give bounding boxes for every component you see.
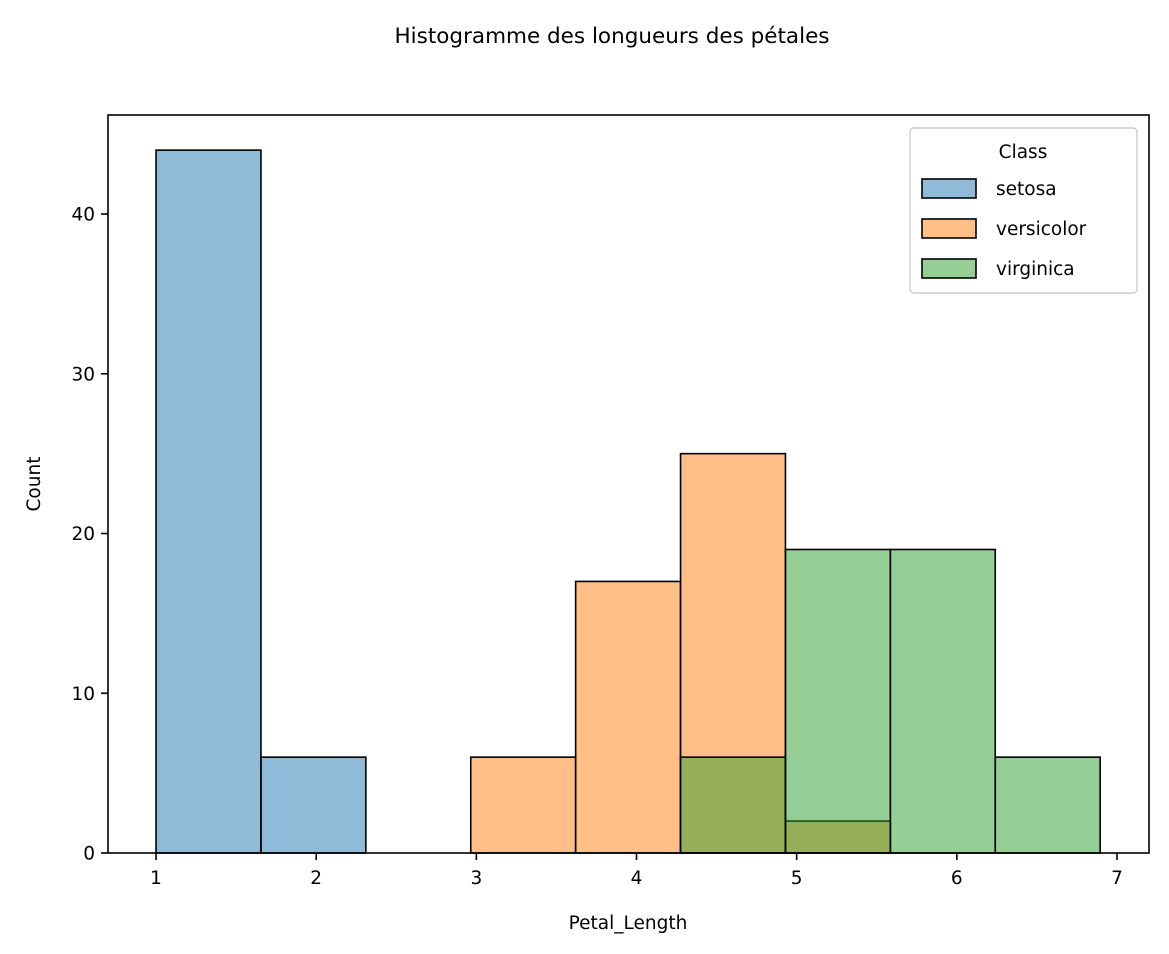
bar-versicolor-3 xyxy=(469,756,577,854)
bar-setosa-1 xyxy=(260,756,367,854)
chart-title: Histogramme des longueurs des pétales xyxy=(395,24,830,49)
bar-virginica-6 xyxy=(784,548,892,854)
legend: Class setosa versicolor virginica xyxy=(909,127,1138,294)
bar-setosa-0 xyxy=(155,149,262,854)
bar-virginica-5 xyxy=(679,756,787,854)
x-tick-label: 5 xyxy=(791,868,803,889)
bar-virginica-8 xyxy=(994,756,1101,854)
x-tick-label: 3 xyxy=(470,868,482,889)
x-axis: 1 2 3 4 5 6 7 xyxy=(150,853,1123,889)
x-tick-label: 4 xyxy=(631,868,643,889)
y-tick-label: 0 xyxy=(83,844,95,865)
legend-box xyxy=(909,127,1138,294)
legend-title: Class xyxy=(999,142,1048,163)
plot-frame xyxy=(107,114,1150,854)
bar-virginica-7 xyxy=(889,548,997,854)
legend-label-virginica: virginica xyxy=(996,259,1075,280)
legend-swatch-virginica xyxy=(921,258,977,279)
x-tick-label: 6 xyxy=(951,868,963,889)
bars-layer xyxy=(155,149,1101,854)
legend-label-setosa: setosa xyxy=(996,179,1057,200)
x-tick-label: 1 xyxy=(150,868,162,889)
legend-swatch-versicolor xyxy=(921,218,977,239)
y-axis: 0 10 20 30 40 xyxy=(71,205,108,865)
y-tick-label: 30 xyxy=(71,364,95,385)
y-tick-label: 20 xyxy=(71,524,95,545)
y-tick-label: 40 xyxy=(71,205,95,226)
x-tick-label: 7 xyxy=(1111,868,1123,889)
y-axis-label: Count xyxy=(24,457,45,512)
y-tick-label: 10 xyxy=(71,684,95,705)
legend-label-versicolor: versicolor xyxy=(996,219,1087,240)
x-tick-label: 2 xyxy=(310,868,322,889)
x-axis-label: Petal_Length xyxy=(569,913,688,934)
bar-versicolor-4 xyxy=(574,580,682,854)
legend-swatch-setosa xyxy=(921,178,977,199)
